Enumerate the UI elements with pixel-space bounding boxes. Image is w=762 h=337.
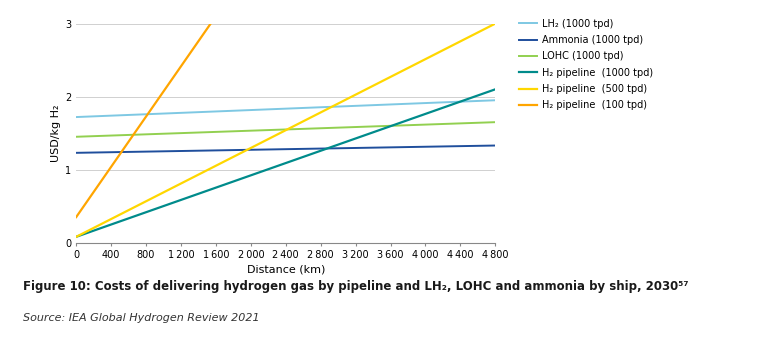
Y-axis label: USD/kg H₂: USD/kg H₂ [51, 104, 61, 162]
Legend: LH₂ (1000 tpd), Ammonia (1000 tpd), LOHC (1000 tpd), H₂ pipeline  (1000 tpd), H₂: LH₂ (1000 tpd), Ammonia (1000 tpd), LOHC… [515, 15, 657, 114]
Text: Figure 10: Costs of delivering hydrogen gas by pipeline and LH₂, LOHC and ammoni: Figure 10: Costs of delivering hydrogen … [23, 280, 688, 293]
X-axis label: Distance (km): Distance (km) [247, 265, 325, 274]
Text: Source: IEA Global Hydrogen Review 2021: Source: IEA Global Hydrogen Review 2021 [23, 313, 260, 324]
